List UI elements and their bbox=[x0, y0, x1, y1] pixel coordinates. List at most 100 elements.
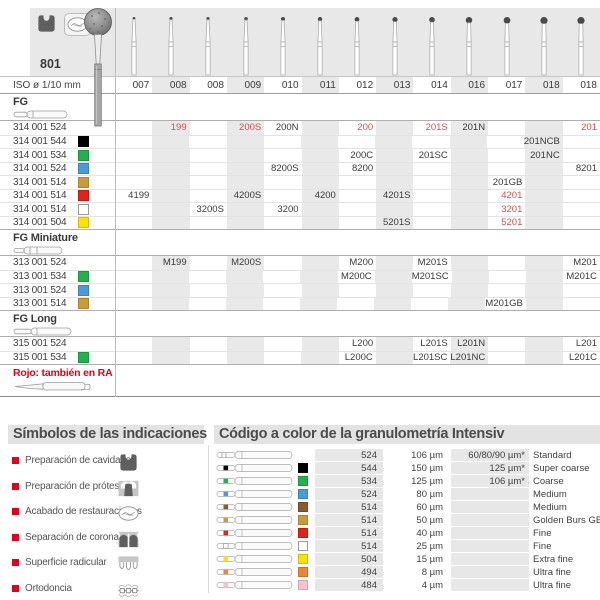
iso-value: 009 bbox=[226, 77, 265, 93]
catalog-cell bbox=[339, 203, 376, 216]
catalog-cell bbox=[413, 163, 450, 176]
bullet-icon bbox=[12, 457, 19, 464]
catalog-cell bbox=[190, 337, 227, 351]
grit-color-square bbox=[298, 528, 308, 538]
catalog-cell bbox=[264, 337, 301, 351]
catalog-cell bbox=[413, 284, 450, 297]
catalog-cell bbox=[115, 256, 152, 270]
color-square bbox=[78, 203, 90, 215]
crown-separation-icon bbox=[118, 529, 139, 550]
catalog-cell bbox=[525, 284, 563, 297]
grit-color-square bbox=[298, 580, 308, 590]
product-code: 315 001 524 bbox=[13, 338, 67, 350]
catalog-cell bbox=[375, 135, 413, 148]
product-row: 313 001 534 M200C M201SC M201C bbox=[0, 269, 600, 284]
catalog-cell bbox=[226, 284, 265, 297]
catalog-cell bbox=[301, 351, 339, 364]
catalog-cell bbox=[115, 217, 152, 230]
bur-illustration bbox=[339, 8, 376, 76]
grit-size: 60 µm bbox=[416, 501, 443, 513]
catalog-cell bbox=[413, 217, 450, 230]
catalog-cell bbox=[525, 121, 563, 135]
symbol-label: Preparación de prótesis bbox=[25, 480, 127, 492]
catalog-cell bbox=[152, 135, 190, 148]
symbol-item: Superficie radicular bbox=[8, 554, 204, 580]
catalog-cell bbox=[264, 284, 301, 297]
catalog-cell bbox=[115, 176, 152, 189]
table-divider bbox=[115, 8, 116, 397]
symbol-item: Preparación de cavidades bbox=[8, 452, 204, 478]
iso-value: 017 bbox=[505, 79, 523, 91]
catalog-cell bbox=[450, 176, 489, 189]
catalog-cell bbox=[300, 135, 339, 148]
product-code-cell: 313 001 514 bbox=[0, 298, 115, 311]
grit-row: 534 125 µm 106 µm* Coarse bbox=[214, 475, 600, 487]
catalog-value: L201SC bbox=[413, 352, 448, 364]
fg-miniature-bur-icon bbox=[13, 245, 115, 256]
catalog-value: M201SC bbox=[411, 271, 449, 283]
grit-name: Golden Burs GB bbox=[533, 514, 600, 526]
product-row: 314 001 504 5201S 5201 bbox=[0, 215, 600, 230]
grit-alt-size bbox=[451, 501, 529, 513]
catalog-cell bbox=[226, 176, 265, 189]
catalog-value: 201SC bbox=[418, 149, 448, 161]
bur-illustration bbox=[563, 8, 600, 76]
bullet-icon bbox=[12, 559, 19, 566]
catalog-cell bbox=[190, 217, 227, 230]
catalog-cell bbox=[226, 203, 265, 216]
legend-area: Símbolos de las indicaciones Preparación… bbox=[0, 425, 600, 600]
catalog-value: L200 bbox=[352, 338, 374, 350]
section-label: FG bbox=[13, 96, 28, 108]
catalog-cell bbox=[190, 256, 227, 270]
catalog-cell bbox=[563, 190, 600, 203]
catalog-cell bbox=[226, 216, 265, 229]
color-square bbox=[78, 190, 90, 202]
catalog-cell bbox=[264, 149, 301, 162]
catalog-cell bbox=[488, 256, 525, 270]
catalog-cell bbox=[525, 256, 563, 270]
bullet-icon bbox=[12, 533, 19, 541]
catalog-cell bbox=[152, 203, 190, 216]
catalog-cell bbox=[264, 352, 301, 365]
catalog-cell bbox=[451, 270, 489, 283]
catalog-cell bbox=[525, 337, 563, 351]
grit-rows: 524 106 µm 60/80/90 µm* Standard 544 150 µm 12… bbox=[214, 449, 600, 591]
catalog-cell bbox=[525, 176, 563, 189]
catalog-cell bbox=[301, 121, 339, 135]
catalog-cell bbox=[450, 284, 489, 297]
catalog-value: 201 bbox=[581, 122, 597, 134]
catalog-cell bbox=[115, 352, 152, 365]
product-code-cell: 313 001 524 bbox=[0, 256, 115, 270]
grit-color-square bbox=[298, 476, 308, 486]
catalog-value: L201NC bbox=[450, 351, 489, 364]
catalog-cell bbox=[226, 351, 265, 364]
grit-title: Código a color de la granulometría Inten… bbox=[214, 425, 600, 444]
grit-size: 15 µm bbox=[416, 553, 443, 565]
catalog-cell bbox=[376, 176, 414, 189]
restoration-finishing-icon bbox=[118, 503, 139, 524]
grit-row: 524 80 µm Medium bbox=[214, 488, 600, 500]
catalog-cell bbox=[489, 271, 526, 284]
grit-color-square bbox=[298, 515, 308, 525]
grit-size: 80 µm bbox=[416, 488, 443, 500]
product-row: 314 001 534 200C 201SC 201NC bbox=[0, 148, 600, 162]
catalog-value: 3200S bbox=[196, 203, 224, 215]
catalog-cell bbox=[339, 176, 376, 189]
catalog-cell bbox=[448, 297, 486, 310]
catalog-cell bbox=[189, 298, 226, 311]
grit-color-square bbox=[298, 554, 308, 564]
catalog-cell bbox=[525, 216, 563, 229]
ra-bur-icon bbox=[13, 379, 115, 393]
symbol-label: Ortodoncia bbox=[25, 582, 72, 594]
grit-alt-size: 125 µm* bbox=[451, 462, 529, 474]
catalog-value: M200C bbox=[340, 271, 372, 283]
iso-row: ISO ø 1/10 mm 007 008 008 009 010 011 012 013 01… bbox=[0, 76, 600, 94]
color-square bbox=[78, 163, 90, 175]
product-row: 315 001 534 L200C L201SC L201NC L201C bbox=[0, 350, 600, 365]
symbol-label: Separación de coronas bbox=[25, 531, 124, 543]
symbols-legend: Símbolos de las indicaciones Preparación… bbox=[8, 425, 207, 600]
catalog-value: 5201 bbox=[501, 217, 523, 229]
catalog-value: 3201 bbox=[501, 203, 523, 215]
band-left-panel: 801 bbox=[30, 8, 115, 76]
